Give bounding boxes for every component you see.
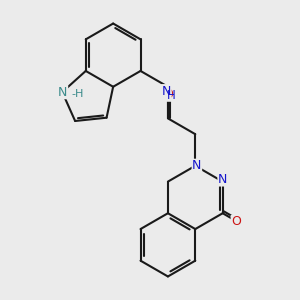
Text: N: N — [218, 173, 227, 186]
Text: O: O — [231, 215, 241, 228]
Text: N: N — [192, 159, 202, 172]
Text: H: H — [167, 89, 176, 102]
Text: -H: -H — [71, 89, 83, 99]
Text: O: O — [163, 88, 173, 101]
Text: N: N — [162, 85, 171, 98]
Text: N: N — [58, 85, 68, 99]
